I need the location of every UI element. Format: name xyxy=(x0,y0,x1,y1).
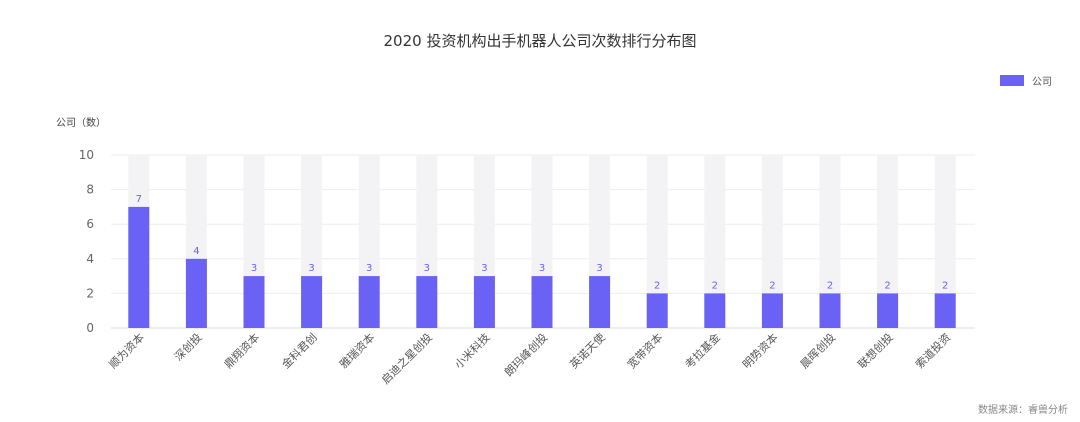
bar[interactable] xyxy=(473,276,495,328)
bar[interactable] xyxy=(819,293,841,328)
bar[interactable] xyxy=(531,276,553,328)
x-category-label: 索道投资 xyxy=(912,330,953,371)
bar-value-label: 3 xyxy=(308,263,314,274)
bar-value-label: 7 xyxy=(136,194,142,205)
bar-value-label: 2 xyxy=(654,280,660,291)
y-tick: 8 xyxy=(86,183,975,197)
bar-value-label: 2 xyxy=(769,280,775,291)
bar[interactable] xyxy=(877,293,899,328)
chart-title: 2020 投资机构出手机器人公司次数排行分布图 xyxy=(383,32,697,50)
bar[interactable] xyxy=(761,293,783,328)
y-tick: 6 xyxy=(86,217,975,231)
bar[interactable] xyxy=(589,276,611,328)
y-tick: 0 xyxy=(86,321,975,335)
bar[interactable] xyxy=(704,293,726,328)
bar-value-label: 3 xyxy=(481,263,487,274)
svg-text:0: 0 xyxy=(86,321,94,335)
bar-value-label: 2 xyxy=(827,280,833,291)
y-axis-label: 公司（数） xyxy=(56,118,106,129)
x-category-label: 明势资本 xyxy=(740,330,781,371)
legend-label: 公司 xyxy=(1032,77,1052,88)
bar[interactable] xyxy=(934,293,956,328)
x-category-label: 考拉基金 xyxy=(682,330,723,371)
x-category-label: 启迪之星创投 xyxy=(378,330,435,387)
x-category-label: 顺为资本 xyxy=(106,330,147,371)
y-tick: 4 xyxy=(86,252,975,266)
x-category-label: 金科君创 xyxy=(279,330,320,371)
x-category-label: 联想创投 xyxy=(855,330,896,371)
x-category-label: 雅瑞资本 xyxy=(336,330,377,371)
bar-value-label: 2 xyxy=(712,280,718,291)
bar-background xyxy=(877,155,899,328)
bar-value-label: 4 xyxy=(193,246,199,257)
bar-value-label: 2 xyxy=(942,280,948,291)
bar[interactable] xyxy=(646,293,668,328)
bar-value-label: 3 xyxy=(251,263,257,274)
y-tick: 2 xyxy=(86,286,975,300)
bar[interactable] xyxy=(358,276,380,328)
bar[interactable] xyxy=(185,258,207,328)
x-category-label: 小米科技 xyxy=(452,330,493,371)
bar-value-label: 2 xyxy=(884,280,890,291)
source-note: 数据来源：睿兽分析 xyxy=(978,405,1068,416)
x-category-label: 晨晖创投 xyxy=(797,330,838,371)
bar-value-label: 3 xyxy=(366,263,372,274)
bar[interactable] xyxy=(243,276,265,328)
bar[interactable] xyxy=(301,276,323,328)
legend[interactable]: 公司 xyxy=(1000,73,1052,88)
bar-background xyxy=(819,155,841,328)
x-category-label: 鼎翔资本 xyxy=(221,330,262,371)
bar-background xyxy=(704,155,726,328)
bar-background xyxy=(646,155,668,328)
svg-text:6: 6 xyxy=(86,217,94,231)
y-tick: 10 xyxy=(79,148,975,162)
svg-text:10: 10 xyxy=(79,148,94,162)
bar-value-label: 3 xyxy=(539,263,545,274)
bar-value-label: 3 xyxy=(424,263,430,274)
bar[interactable] xyxy=(128,206,150,328)
x-category-label: 深创投 xyxy=(171,330,204,363)
svg-text:8: 8 xyxy=(86,183,94,197)
x-category-label: 朗玛峰创投 xyxy=(501,330,550,379)
svg-text:4: 4 xyxy=(86,252,94,266)
svg-text:2: 2 xyxy=(86,286,94,300)
x-category-label: 英诺天使 xyxy=(567,330,608,371)
x-category-label: 宽带资本 xyxy=(624,330,665,371)
bar-background xyxy=(761,155,783,328)
legend-swatch-icon xyxy=(1000,75,1024,86)
bar[interactable] xyxy=(416,276,438,328)
bar-value-label: 3 xyxy=(596,263,602,274)
bar-background xyxy=(934,155,956,328)
